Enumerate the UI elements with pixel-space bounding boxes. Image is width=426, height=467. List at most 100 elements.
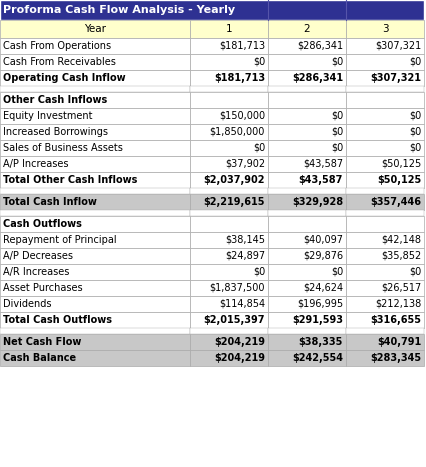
- Bar: [346, 86, 424, 92]
- Bar: [268, 38, 346, 54]
- Text: A/P Increases: A/P Increases: [3, 159, 69, 169]
- Bar: [0, 232, 190, 248]
- Bar: [0, 328, 190, 334]
- Bar: [190, 124, 268, 140]
- Bar: [268, 296, 346, 312]
- Bar: [0, 38, 190, 54]
- Text: $0: $0: [331, 57, 343, 67]
- Bar: [190, 350, 268, 366]
- Text: $0: $0: [409, 143, 421, 153]
- Text: $283,345: $283,345: [370, 353, 421, 363]
- Bar: [0, 156, 190, 172]
- Text: $0: $0: [331, 143, 343, 153]
- Bar: [190, 328, 268, 334]
- Text: $1,837,500: $1,837,500: [210, 283, 265, 293]
- Bar: [268, 194, 346, 210]
- Bar: [0, 92, 190, 108]
- Bar: [268, 20, 346, 38]
- Bar: [0, 108, 190, 124]
- Text: $286,341: $286,341: [297, 41, 343, 51]
- Bar: [268, 140, 346, 156]
- Text: $2,015,397: $2,015,397: [204, 315, 265, 325]
- Bar: [0, 312, 190, 328]
- Bar: [346, 334, 424, 350]
- Text: $37,902: $37,902: [225, 159, 265, 169]
- Text: 2: 2: [304, 24, 310, 34]
- Bar: [268, 328, 346, 334]
- Bar: [190, 264, 268, 280]
- Bar: [190, 312, 268, 328]
- Text: $212,138: $212,138: [375, 299, 421, 309]
- Bar: [190, 140, 268, 156]
- Bar: [190, 248, 268, 264]
- Bar: [0, 210, 190, 216]
- Bar: [268, 210, 346, 216]
- Text: Total Other Cash Inflows: Total Other Cash Inflows: [3, 175, 137, 185]
- Bar: [346, 124, 424, 140]
- Text: $0: $0: [253, 267, 265, 277]
- Bar: [0, 54, 190, 70]
- Text: $242,554: $242,554: [292, 353, 343, 363]
- Bar: [346, 216, 424, 232]
- Text: Year: Year: [84, 24, 106, 34]
- Text: 3: 3: [382, 24, 389, 34]
- Bar: [0, 70, 190, 86]
- Text: $114,854: $114,854: [219, 299, 265, 309]
- Bar: [268, 350, 346, 366]
- Text: $196,995: $196,995: [297, 299, 343, 309]
- Bar: [346, 210, 424, 216]
- Bar: [190, 194, 268, 210]
- Bar: [346, 188, 424, 194]
- Text: A/R Increases: A/R Increases: [3, 267, 69, 277]
- Bar: [190, 86, 268, 92]
- Bar: [190, 280, 268, 296]
- Text: Asset Purchases: Asset Purchases: [3, 283, 83, 293]
- Text: $40,097: $40,097: [303, 235, 343, 245]
- Text: 1: 1: [226, 24, 232, 34]
- Bar: [346, 280, 424, 296]
- Text: Proforma Cash Flow Analysis - Yearly: Proforma Cash Flow Analysis - Yearly: [3, 5, 235, 15]
- Bar: [190, 156, 268, 172]
- Bar: [0, 124, 190, 140]
- Bar: [346, 296, 424, 312]
- Text: Operating Cash Inflow: Operating Cash Inflow: [3, 73, 126, 83]
- Bar: [190, 172, 268, 188]
- Bar: [346, 248, 424, 264]
- Bar: [190, 20, 268, 38]
- Text: $24,624: $24,624: [303, 283, 343, 293]
- Text: $38,145: $38,145: [225, 235, 265, 245]
- Bar: [346, 92, 424, 108]
- Text: $2,037,902: $2,037,902: [204, 175, 265, 185]
- Text: Sales of Business Assets: Sales of Business Assets: [3, 143, 123, 153]
- Text: Cash Outflows: Cash Outflows: [3, 219, 82, 229]
- Bar: [346, 194, 424, 210]
- Text: $204,219: $204,219: [214, 337, 265, 347]
- Bar: [268, 188, 346, 194]
- Bar: [346, 38, 424, 54]
- Bar: [268, 108, 346, 124]
- Bar: [346, 108, 424, 124]
- Bar: [268, 232, 346, 248]
- Text: $1,850,000: $1,850,000: [210, 127, 265, 137]
- Bar: [190, 210, 268, 216]
- Bar: [346, 70, 424, 86]
- Text: $291,593: $291,593: [292, 315, 343, 325]
- Bar: [346, 328, 424, 334]
- Text: Cash From Operations: Cash From Operations: [3, 41, 111, 51]
- Text: $357,446: $357,446: [370, 197, 421, 207]
- Bar: [268, 172, 346, 188]
- Text: Equity Investment: Equity Investment: [3, 111, 92, 121]
- Bar: [0, 188, 190, 194]
- Text: Repayment of Principal: Repayment of Principal: [3, 235, 117, 245]
- Text: $0: $0: [409, 127, 421, 137]
- Text: A/P Decreases: A/P Decreases: [3, 251, 73, 261]
- Bar: [0, 20, 190, 38]
- Text: Cash From Receivables: Cash From Receivables: [3, 57, 116, 67]
- Bar: [268, 92, 346, 108]
- Bar: [0, 296, 190, 312]
- Bar: [346, 172, 424, 188]
- Text: $42,148: $42,148: [381, 235, 421, 245]
- Bar: [346, 312, 424, 328]
- Text: $316,655: $316,655: [370, 315, 421, 325]
- Text: $307,321: $307,321: [375, 41, 421, 51]
